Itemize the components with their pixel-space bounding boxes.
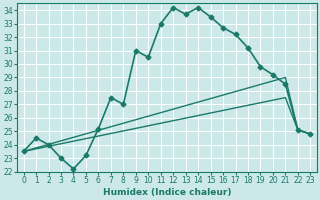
X-axis label: Humidex (Indice chaleur): Humidex (Indice chaleur) bbox=[103, 188, 231, 197]
